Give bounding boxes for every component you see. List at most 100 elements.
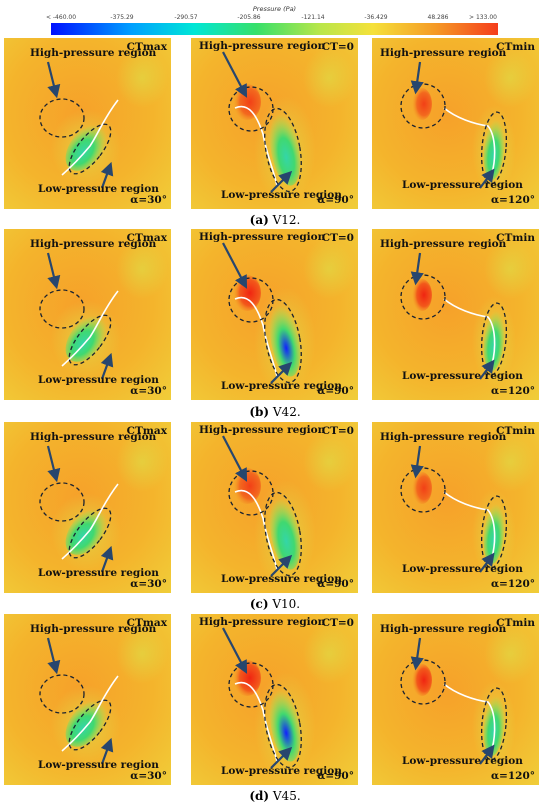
arrow-to-high-pressure xyxy=(222,435,248,482)
arrow-to-low-pressure xyxy=(100,737,114,765)
thrust-coefficient-label: CTmax xyxy=(127,41,168,53)
high-pressure-core xyxy=(412,88,432,120)
caption-letter: (d) xyxy=(249,789,270,803)
blade-profile xyxy=(234,105,278,187)
contour-panel-r2c2: High-pressure region Low-pressure region… xyxy=(372,422,539,593)
thrust-coefficient-label: CTmin xyxy=(496,41,535,53)
blade-profile xyxy=(234,489,278,571)
high-pressure-core xyxy=(412,279,432,311)
arrow-to-low-pressure xyxy=(270,361,293,384)
arrow-to-low-pressure xyxy=(479,744,495,765)
contour-panel-r3c2: High-pressure region Low-pressure region… xyxy=(372,614,539,785)
low-pressure-outline xyxy=(68,314,112,366)
high-pressure-label: High-pressure region xyxy=(30,47,157,59)
contour-plot: High-pressure region Low-pressure region… xyxy=(372,38,539,209)
pressure-field-glow xyxy=(116,48,168,108)
low-pressure-label: Low-pressure region xyxy=(38,567,159,579)
low-pressure-label: Low-pressure region xyxy=(402,755,523,767)
phase-angle-label: α=90° xyxy=(317,194,354,206)
low-pressure-outline xyxy=(480,495,508,569)
arrow-to-high-pressure xyxy=(46,445,61,483)
colorbar-tick: -36.429 xyxy=(364,14,388,21)
contour-panel-r1c1: High-pressure region Low-pressure region… xyxy=(191,229,358,400)
high-pressure-label: High-pressure region xyxy=(30,431,157,443)
pressure-field-glow xyxy=(303,239,355,299)
pressure-colorbar: Pressure (Pa) < -460.00 -375.29 -290.57 … xyxy=(46,5,498,37)
contour-panel-r3c0: High-pressure region Low-pressure region… xyxy=(4,614,171,785)
pressure-field-glow xyxy=(484,624,536,684)
contour-panel-r2c1: High-pressure region Low-pressure region… xyxy=(191,422,358,593)
arrow-to-high-pressure xyxy=(410,637,424,671)
phase-angle-label: α=30° xyxy=(130,194,167,206)
high-pressure-outline xyxy=(400,467,446,513)
arrow-to-high-pressure xyxy=(46,252,61,290)
high-pressure-label: High-pressure region xyxy=(30,238,157,250)
high-pressure-core xyxy=(233,660,261,696)
low-pressure-label: Low-pressure region xyxy=(38,759,159,771)
colorbar-gradient xyxy=(51,23,498,35)
low-pressure-core xyxy=(269,690,301,762)
subfigure-caption: (a) V12. xyxy=(0,213,550,227)
subfigure-caption: (b) V42. xyxy=(0,405,550,419)
arrow-to-low-pressure xyxy=(479,359,495,380)
arrow-to-low-pressure xyxy=(479,552,495,573)
colorbar-ticks: < -460.00 -375.29 -290.57 -205.86 -121.1… xyxy=(46,14,498,22)
contour-plot: High-pressure region Low-pressure region… xyxy=(4,422,171,593)
subfigure-caption: (c) V10. xyxy=(0,597,550,611)
low-pressure-outline xyxy=(480,302,508,376)
contour-plot: High-pressure region Low-pressure region… xyxy=(191,38,358,209)
phase-angle-label: α=120° xyxy=(491,194,535,206)
thrust-coefficient-label: CT=0 xyxy=(322,617,354,629)
blade-profile xyxy=(61,483,119,560)
low-pressure-label: Low-pressure region xyxy=(221,573,342,585)
caption-text: V45. xyxy=(269,789,301,803)
thrust-coefficient-label: CT=0 xyxy=(322,41,354,53)
high-pressure-outline xyxy=(39,289,85,329)
arrow-to-low-pressure xyxy=(100,545,114,573)
colorbar-tick: -290.57 xyxy=(174,14,198,21)
pressure-field-glow xyxy=(484,239,536,299)
blade-profile xyxy=(61,675,119,752)
contour-plot: High-pressure region Low-pressure region… xyxy=(372,422,539,593)
colorbar-tick: -375.29 xyxy=(110,14,134,21)
thrust-coefficient-label: CTmax xyxy=(127,425,168,437)
contour-plot: High-pressure region Low-pressure region… xyxy=(191,229,358,400)
high-pressure-label: High-pressure region xyxy=(199,424,326,436)
blade-profile xyxy=(234,681,278,763)
pressure-field-glow xyxy=(303,624,355,684)
phase-angle-label: α=120° xyxy=(491,770,535,782)
high-pressure-core xyxy=(233,84,261,120)
blade-profile xyxy=(443,683,496,750)
arrow-to-high-pressure xyxy=(222,627,248,674)
thrust-coefficient-label: CTmax xyxy=(127,617,168,629)
colorbar-tick: -121.14 xyxy=(301,14,325,21)
low-pressure-label: Low-pressure region xyxy=(402,563,523,575)
high-pressure-outline xyxy=(400,659,446,705)
phase-angle-label: α=90° xyxy=(317,770,354,782)
contour-plot: High-pressure region Low-pressure region… xyxy=(4,38,171,209)
high-pressure-core xyxy=(412,664,432,696)
contour-panel-r0c2: High-pressure region Low-pressure region… xyxy=(372,38,539,209)
blade-profile xyxy=(61,290,119,367)
arrow-to-high-pressure xyxy=(46,637,61,675)
arrow-to-high-pressure xyxy=(46,61,61,99)
low-pressure-label: Low-pressure region xyxy=(38,183,159,195)
contour-panel-r1c0: High-pressure region Low-pressure region… xyxy=(4,229,171,400)
thrust-coefficient-label: CTmin xyxy=(496,425,535,437)
high-pressure-core xyxy=(412,472,432,504)
phase-angle-label: α=30° xyxy=(130,770,167,782)
contour-plot: High-pressure region Low-pressure region… xyxy=(372,614,539,785)
low-pressure-label: Low-pressure region xyxy=(402,370,523,382)
contour-panel-r2c0: High-pressure region Low-pressure region… xyxy=(4,422,171,593)
low-pressure-label: Low-pressure region xyxy=(402,179,523,191)
caption-text: V42. xyxy=(269,405,301,419)
high-pressure-core xyxy=(233,468,261,504)
pressure-field-glow xyxy=(116,432,168,492)
contour-panel-r3c1: High-pressure region Low-pressure region… xyxy=(191,614,358,785)
low-pressure-outline xyxy=(68,123,112,175)
thrust-coefficient-label: CTmin xyxy=(496,232,535,244)
pressure-field-glow xyxy=(116,624,168,684)
low-pressure-label: Low-pressure region xyxy=(38,374,159,386)
arrow-to-high-pressure xyxy=(222,242,248,289)
phase-angle-label: α=120° xyxy=(491,385,535,397)
